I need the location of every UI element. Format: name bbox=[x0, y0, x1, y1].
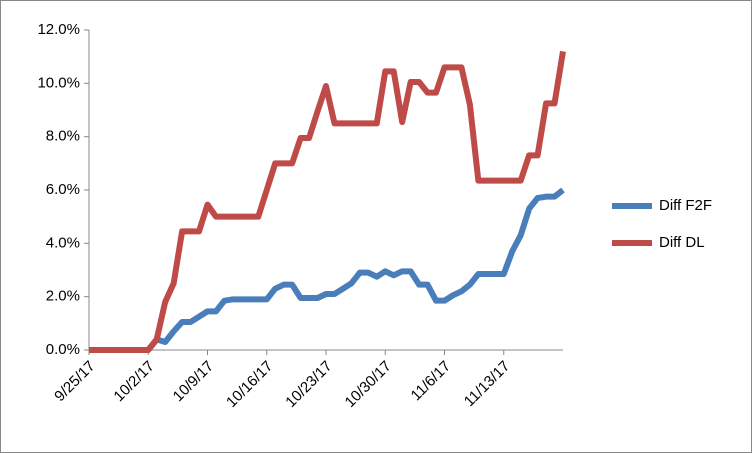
y-tick-label: 2.0% bbox=[46, 288, 80, 305]
series-line bbox=[89, 50, 566, 353]
series-line bbox=[89, 187, 565, 353]
y-tick-label: 6.0% bbox=[46, 181, 80, 198]
legend-label: Diff F2F bbox=[659, 197, 712, 214]
y-tick-label: 12.0% bbox=[37, 21, 80, 38]
y-tick-label: 4.0% bbox=[46, 234, 80, 251]
y-tick-label: 10.0% bbox=[37, 74, 80, 91]
y-tick-label: 0.0% bbox=[46, 341, 80, 358]
legend-label: Diff DL bbox=[659, 234, 705, 251]
y-tick-label: 8.0% bbox=[46, 128, 80, 145]
